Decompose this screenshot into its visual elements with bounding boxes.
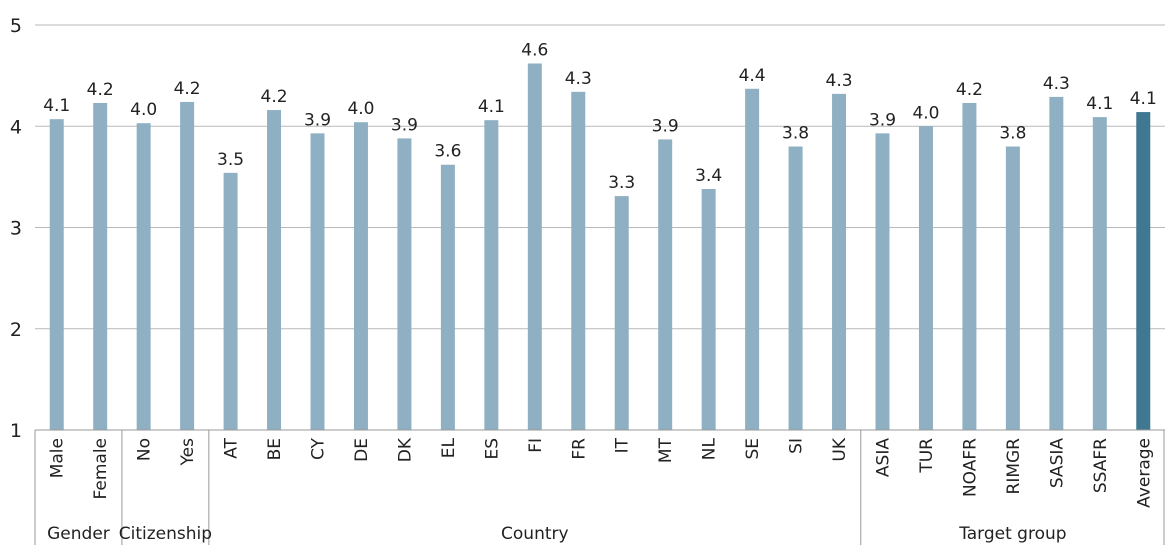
data-label: 4.0: [130, 100, 157, 120]
bar: [1092, 117, 1107, 430]
x-tick-label: IT: [613, 437, 633, 453]
x-tick-label: AT: [222, 437, 242, 458]
x-tick-label: DK: [395, 437, 415, 462]
bars: [49, 63, 1151, 431]
data-label: 4.3: [826, 71, 853, 91]
y-tick-label: 2: [10, 319, 22, 341]
data-label: 4.1: [1086, 94, 1113, 114]
bar: [440, 164, 455, 430]
bar: [1049, 96, 1064, 430]
bar: [484, 120, 499, 431]
data-label: 4.0: [347, 99, 374, 119]
y-tick-label: 1: [10, 420, 22, 442]
bar: [353, 122, 368, 430]
data-label: 4.2: [87, 80, 114, 100]
bar: [658, 139, 673, 430]
x-tick-label: SI: [787, 438, 807, 454]
y-tick-label: 3: [10, 218, 22, 240]
group-label: Target group: [958, 524, 1066, 544]
data-label: 3.8: [999, 124, 1026, 144]
data-label: 3.5: [217, 150, 244, 170]
bar: [397, 138, 412, 430]
gridlines: [35, 24, 1165, 330]
data-label: 4.1: [43, 96, 70, 116]
data-label: 3.9: [869, 110, 896, 130]
data-label: 3.4: [695, 166, 722, 186]
value-labels: 4.1 4.2 4.0 4.2 3.5 4.2 3.9 4.0 3.9 3.6 4.1 4.6 4.3 3…: [43, 40, 1157, 193]
x-tick-label: UK: [830, 437, 850, 461]
data-label: 3.9: [652, 116, 679, 136]
bar: [93, 102, 108, 431]
data-label: 4.1: [1130, 89, 1157, 109]
x-tick-label: SASIA: [1047, 438, 1067, 489]
x-tick-label: Male: [48, 438, 68, 478]
bar: [136, 123, 151, 431]
bar: [614, 196, 629, 430]
bar: [962, 102, 977, 431]
x-tick-label: FI: [526, 438, 546, 453]
group-label: Gender: [47, 524, 110, 544]
group-label: Citizenship: [119, 524, 212, 544]
x-tick-label: ASIA: [874, 438, 894, 477]
category-groups: Gender Citizenship Country Target group: [34, 430, 1165, 545]
x-tick-label: SSAFR: [1091, 438, 1111, 493]
data-label: 4.3: [1043, 74, 1070, 94]
data-label: 3.3: [608, 173, 635, 193]
data-label: 3.8: [782, 124, 809, 144]
x-tick-label: BE: [265, 438, 285, 460]
data-label: 3.6: [434, 142, 461, 162]
data-label: 4.6: [521, 40, 548, 60]
x-tick-label: RIMGR: [1004, 438, 1024, 495]
bar: [875, 133, 890, 430]
y-tick-label: 5: [10, 15, 22, 37]
bar: [918, 126, 933, 430]
bar: [1136, 112, 1151, 430]
x-tick-label: TUR: [917, 438, 937, 474]
x-tick-label: Yes: [178, 438, 198, 467]
bar: [788, 146, 803, 430]
y-tick-label: 4: [10, 116, 22, 138]
x-tick-label: Average: [1134, 438, 1154, 508]
y-axis: 1 2 3 4 5: [10, 15, 22, 442]
data-label: 4.1: [478, 97, 505, 117]
x-axis: Male Female No Yes AT BE CY DE DK EL ES FI FR IT MT NL S…: [35, 429, 1165, 508]
data-label: 4.4: [739, 66, 766, 86]
bar: [701, 189, 716, 430]
bar: [832, 93, 847, 430]
x-tick-label: ES: [482, 438, 502, 460]
group-label: Country: [501, 524, 569, 544]
bar: [745, 88, 760, 430]
x-tick-label: CY: [309, 437, 329, 460]
data-label: 3.9: [391, 115, 418, 135]
data-label: 4.2: [261, 87, 288, 107]
x-tick-label: NL: [700, 437, 720, 460]
x-tick-label: EL: [439, 437, 459, 458]
x-tick-label: Female: [91, 438, 111, 499]
bar: [527, 63, 542, 430]
bar: [180, 101, 195, 430]
x-tick-label: MT: [656, 437, 676, 463]
data-label: 4.0: [912, 103, 939, 123]
x-tick-label: SE: [743, 438, 763, 460]
data-label: 4.2: [956, 80, 983, 100]
x-tick-label: DE: [352, 438, 372, 462]
x-tick-label: No: [135, 438, 155, 461]
bar: [1005, 146, 1020, 430]
bar: [571, 91, 586, 430]
bar: [310, 133, 325, 430]
x-tick-label: FR: [569, 438, 589, 460]
data-label: 4.3: [565, 69, 592, 89]
data-label: 4.2: [174, 79, 201, 99]
x-tick-label: NOAFR: [960, 438, 980, 497]
bar: [49, 119, 64, 430]
bar: [267, 110, 282, 431]
data-label: 3.9: [304, 110, 331, 130]
bar: [223, 172, 238, 430]
